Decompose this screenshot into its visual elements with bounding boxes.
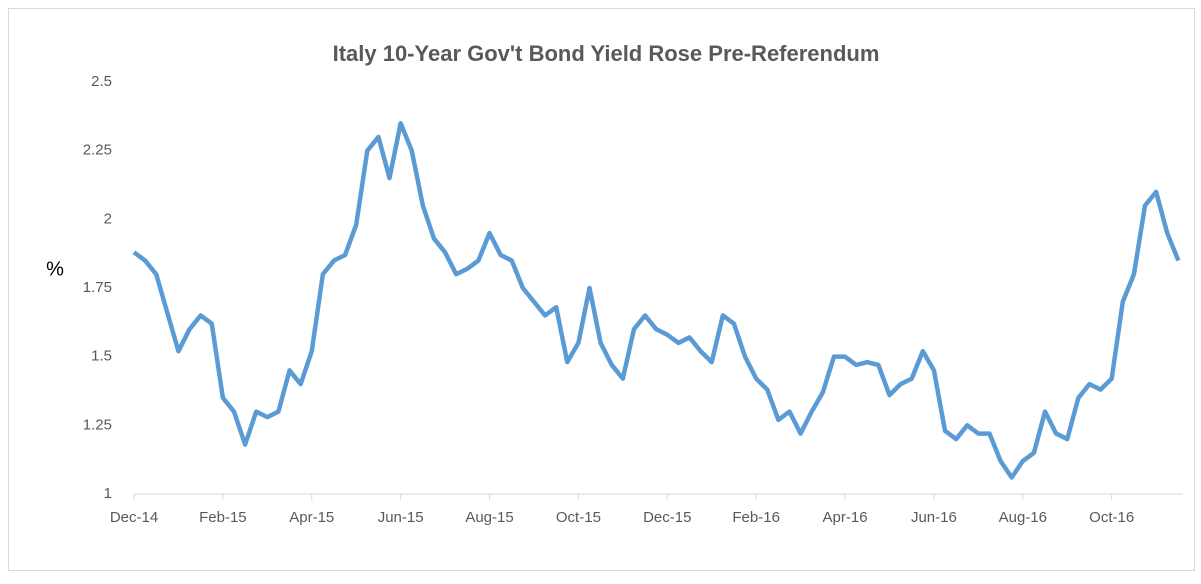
x-tick-label: Dec-14 (110, 509, 158, 526)
data-line (132, 120, 1181, 480)
y-tick-label: 2 (104, 210, 112, 227)
y-tick-label: 1.25 (83, 416, 112, 433)
x-tick-label: Feb-16 (732, 509, 780, 526)
x-tick-label: Apr-16 (823, 509, 868, 526)
x-tick-label: Jun-15 (378, 509, 424, 526)
chart-frame (8, 8, 1195, 571)
y-tick-label: 2.5 (91, 73, 112, 90)
y-tick-label: 2.25 (83, 142, 112, 159)
x-tick-label: Oct-16 (1089, 509, 1134, 526)
y-tick-label: 1 (104, 485, 112, 502)
x-tick-label: Aug-16 (999, 509, 1047, 526)
y-tick-label: 1.75 (83, 279, 112, 296)
x-tick-label: Jun-16 (911, 509, 957, 526)
x-tick-label: Oct-15 (556, 509, 601, 526)
y-axis-label: % (46, 258, 64, 280)
chart-title: Italy 10-Year Gov't Bond Yield Rose Pre-… (333, 41, 880, 66)
y-tick-label: 1.5 (91, 348, 112, 365)
x-tick-label: Feb-15 (199, 509, 247, 526)
x-tick-label: Apr-15 (289, 509, 334, 526)
x-tick-label: Dec-15 (643, 509, 691, 526)
x-tick-label: Aug-15 (465, 509, 513, 526)
